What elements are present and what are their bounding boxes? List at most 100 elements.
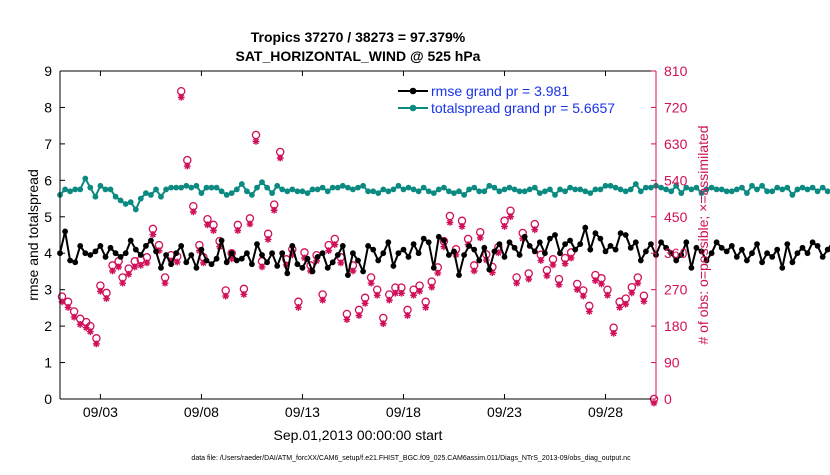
totalspread-point: [532, 185, 538, 191]
rmse-point: [289, 243, 295, 249]
obs-assimilated-point: [350, 268, 357, 275]
rmse-point: [502, 254, 508, 260]
totalspread-point: [163, 187, 169, 193]
rmse-point: [239, 256, 245, 262]
rmse-point: [229, 250, 235, 256]
totalspread-point: [613, 185, 619, 191]
rmse-point: [118, 254, 124, 260]
rmse-point: [456, 272, 462, 278]
totalspread-point: [517, 188, 523, 194]
rmse-point: [87, 252, 93, 258]
rmse-point: [598, 236, 604, 242]
obs-assimilated-point: [616, 304, 623, 311]
totalspread-point: [557, 187, 563, 193]
rmse-point: [542, 250, 548, 256]
obs-assimilated-point: [234, 227, 241, 234]
rmse-point: [67, 258, 73, 264]
totalspread-point: [593, 187, 599, 193]
rmse-point: [103, 254, 109, 260]
totalspread-point: [552, 192, 558, 198]
totalspread-point: [421, 185, 427, 191]
totalspread-point: [350, 187, 356, 193]
rmse-point: [310, 269, 316, 275]
legend-spread-marker: [410, 105, 417, 112]
rmse-point: [209, 261, 215, 267]
obs-assimilated-point: [622, 301, 629, 308]
totalspread-point: [754, 187, 760, 193]
obs-assimilated-point: [568, 255, 575, 262]
rmse-point: [547, 236, 553, 242]
totalspread-point: [431, 190, 437, 196]
rmse-point: [800, 245, 806, 251]
rmse-point: [481, 245, 487, 251]
obs-assimilated-point: [356, 312, 363, 319]
rmse-point: [815, 243, 821, 249]
rmse-point: [269, 250, 275, 256]
totalspread-point: [714, 187, 720, 193]
totalspread-point: [628, 187, 634, 193]
rmse-point: [183, 259, 189, 265]
totalspread-point: [148, 192, 154, 198]
rmse-point: [572, 247, 578, 253]
totalspread-point: [345, 185, 351, 191]
obs-assimilated-point: [398, 290, 405, 297]
obs-assimilated-point: [556, 281, 563, 288]
rmse-point: [295, 261, 301, 267]
obs-assimilated-point: [434, 270, 441, 277]
totalspread-point: [375, 190, 381, 196]
rmse-point: [749, 250, 755, 256]
rmse-point: [300, 265, 306, 271]
totalspread-point: [446, 188, 452, 194]
rmse-point: [729, 243, 735, 249]
obs-assimilated-point: [604, 292, 611, 299]
rmse-point: [466, 243, 472, 249]
rmse-point: [426, 239, 432, 245]
footer-data-file: data file: /Users/raeder/DAI/ATM_forcXX/…: [191, 455, 631, 462]
totalspread-point: [188, 185, 194, 191]
rmse-point: [335, 252, 341, 258]
y-right-tick-label: 810: [664, 63, 688, 79]
obs-assimilated-point: [550, 262, 557, 269]
rmse-point: [744, 258, 750, 264]
totalspread-point: [436, 187, 442, 193]
rmse-point: [431, 265, 437, 271]
y-left-tick-label: 5: [44, 209, 52, 225]
totalspread-point: [577, 187, 583, 193]
rmse-point: [214, 256, 220, 262]
totalspread-point: [406, 185, 412, 191]
totalspread-point: [648, 185, 654, 191]
totalspread-point: [249, 192, 255, 198]
totalspread-point: [507, 185, 513, 191]
totalspread-point: [365, 188, 371, 194]
rmse-point: [608, 243, 614, 249]
y-left-tick-label: 9: [44, 63, 52, 79]
totalspread-point: [790, 192, 796, 198]
rmse-point: [562, 241, 568, 247]
rmse-point: [689, 265, 695, 271]
obs-assimilated-point: [277, 155, 284, 162]
rmse-point: [244, 250, 250, 256]
rmse-point: [305, 256, 311, 262]
obs-assimilated-point: [71, 314, 78, 321]
totalspread-point: [608, 183, 614, 189]
obs-assimilated-point: [325, 247, 332, 254]
totalspread-point: [547, 187, 553, 193]
totalspread-point: [764, 188, 770, 194]
rmse-point: [219, 238, 225, 244]
rmse-point: [370, 247, 376, 253]
totalspread-point: [305, 190, 311, 196]
totalspread-point: [355, 185, 361, 191]
obs-assimilated-point: [319, 297, 326, 304]
totalspread-point: [310, 187, 316, 193]
totalspread-point: [805, 187, 811, 193]
totalspread-point: [567, 185, 573, 191]
rmse-point: [779, 265, 785, 271]
x-tick-label: 09/08: [184, 404, 219, 420]
rmse-point: [446, 252, 452, 258]
totalspread-point: [623, 188, 629, 194]
totalspread-point: [572, 187, 578, 193]
obs-assimilated-point: [562, 260, 569, 267]
totalspread-point: [87, 185, 93, 191]
rmse-point: [178, 243, 184, 249]
